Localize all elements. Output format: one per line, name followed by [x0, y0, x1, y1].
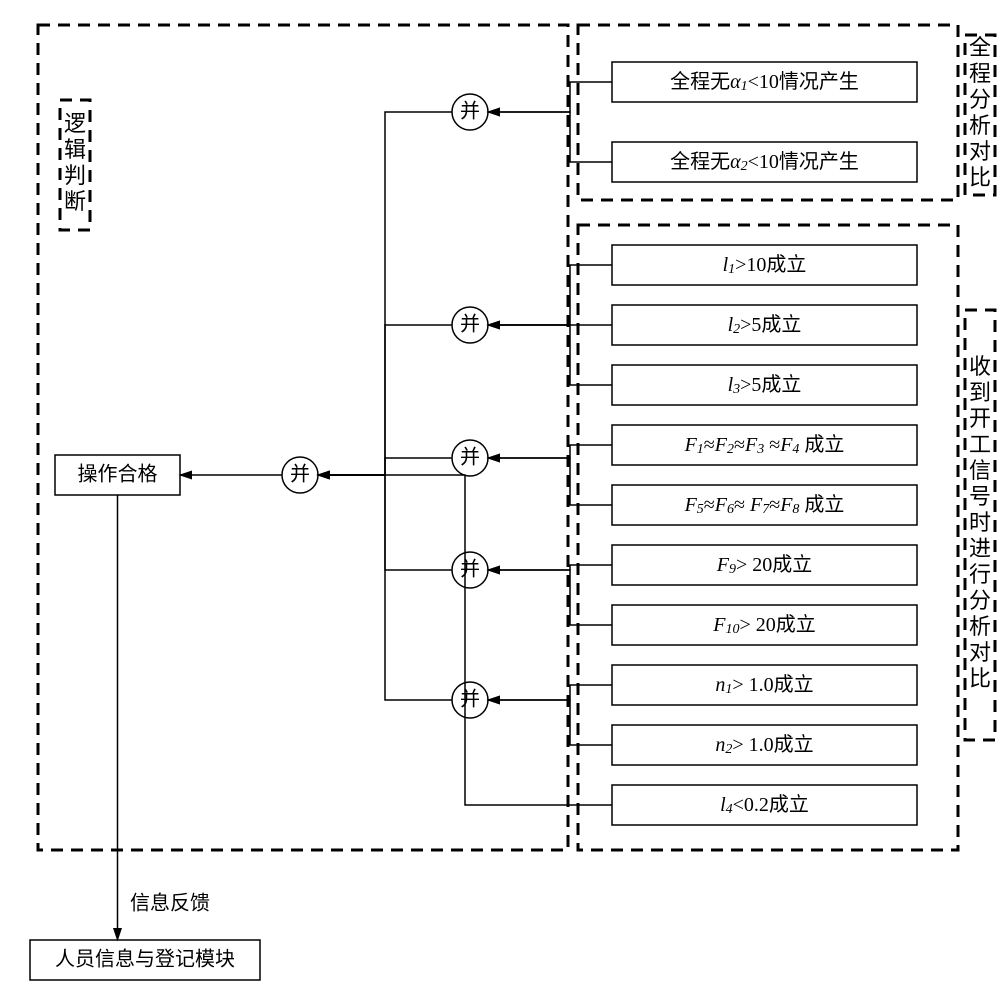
gate-g3-label: 并 [460, 446, 480, 469]
svg-text:逻: 逻 [64, 111, 86, 136]
svg-text:断: 断 [64, 189, 86, 214]
svg-text:工: 工 [969, 432, 991, 457]
svg-text:判: 判 [64, 163, 86, 188]
svg-text:信: 信 [969, 458, 991, 483]
svg-text:进: 进 [969, 536, 991, 561]
gate-g4-label: 并 [460, 558, 480, 581]
svg-text:时: 时 [969, 510, 991, 535]
svg-text:对: 对 [969, 139, 991, 164]
svg-text:到: 到 [969, 380, 991, 405]
personnel-label: 人员信息与登记模块 [55, 948, 235, 971]
svg-text:全: 全 [969, 35, 991, 60]
svg-text:行: 行 [969, 562, 991, 587]
svg-text:开: 开 [969, 406, 991, 431]
gate-g1-label: 并 [460, 100, 480, 123]
svg-text:辑: 辑 [64, 137, 86, 162]
qualified-label: 操作合格 [78, 463, 158, 486]
svg-text:析: 析 [969, 614, 991, 639]
svg-text:对: 对 [969, 640, 991, 665]
diagram-root: 逻辑判断 全程分析对比 收到开工信号时进行分析对比 全程无α1<10情况产生全程… [0, 0, 1000, 993]
cond-f14-label: F1≈F2≈F3 ≈F4 成立 [684, 433, 845, 457]
feedback-label: 信息反馈 [130, 892, 210, 915]
svg-text:比: 比 [969, 165, 991, 190]
svg-text:号: 号 [969, 484, 991, 509]
cond-l1-label: l1>10成立 [723, 253, 807, 277]
logic-judgment-label: 逻辑判断 [64, 111, 86, 214]
svg-text:析: 析 [969, 113, 991, 138]
svg-text:收: 收 [969, 354, 991, 379]
gate-g2-label: 并 [460, 313, 480, 336]
full-analysis-label: 全程分析对比 [969, 35, 991, 190]
gate-g5-label: 并 [460, 688, 480, 711]
svg-text:分: 分 [969, 588, 991, 613]
svg-text:程: 程 [969, 61, 991, 86]
cond-a2-label: 全程无α2<10情况产生 [670, 150, 859, 174]
svg-text:分: 分 [969, 87, 991, 112]
svg-text:比: 比 [969, 666, 991, 691]
cond-l4-label: l4<0.2成立 [720, 793, 809, 817]
cond-a1-label: 全程无α1<10情况产生 [670, 70, 859, 94]
condition-boxes: 全程无α1<10情况产生全程无α2<10情况产生l1>10成立l2>5成立l3>… [612, 62, 917, 825]
gate-main-label: 并 [290, 463, 310, 486]
signal-analysis-label: 收到开工信号时进行分析对比 [969, 354, 991, 691]
connectors [118, 82, 613, 940]
